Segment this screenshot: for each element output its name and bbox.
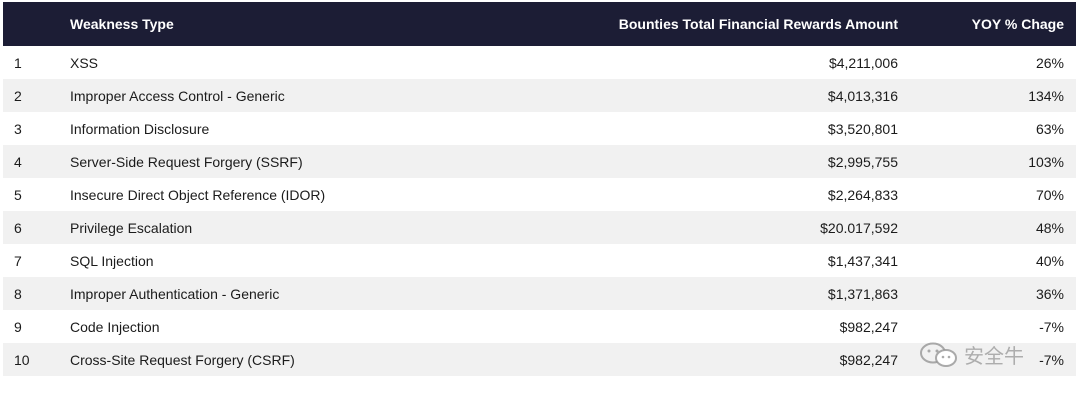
cell-rewards-amount: $20.017,592: [820, 219, 898, 236]
header-rewards-amount: Bounties Total Financial Rewards Amount: [618, 16, 898, 32]
table-row: 2 Improper Access Control - Generic $4,013…: [3, 79, 1076, 112]
header-weakness-type: Weakness Type: [70, 16, 174, 32]
cell-rewards-amount: $1,371,863: [827, 285, 898, 302]
table-row: 9 Code Injection $982,247 -7%: [3, 310, 1076, 343]
cell-yoy-change: 70%: [1035, 186, 1064, 203]
cell-rank: 1: [14, 54, 22, 71]
cell-rewards-amount: $2,995,755: [827, 153, 898, 170]
cell-rewards-amount: $2,264,833: [827, 186, 898, 203]
cell-yoy-change: -7%: [1039, 318, 1064, 335]
cell-weakness-type: Privilege Escalation: [70, 219, 193, 236]
header-yoy-change: YOY % Chage: [971, 16, 1064, 32]
table-row: 8 Improper Authentication - Generic $1,371…: [3, 277, 1076, 310]
cell-rank: 7: [14, 252, 22, 269]
table-header: Weakness Type Bounties Total Financial R…: [3, 2, 1076, 46]
table-row: 7 SQL Injection $1,437,341 40%: [3, 244, 1076, 277]
cell-rank: 8: [14, 285, 22, 302]
cell-yoy-change: 103%: [1028, 153, 1064, 170]
cell-rank: 4: [14, 153, 22, 170]
cell-rewards-amount: $3,520,801: [827, 120, 898, 137]
table-row: 1 XSS $4,211,006 26%: [3, 46, 1076, 79]
cell-rewards-amount: $982,247: [839, 318, 898, 335]
cell-rewards-amount: $4,013,316: [827, 87, 898, 104]
cell-rewards-amount: $982,247: [839, 351, 898, 368]
table-body: 1 XSS $4,211,006 26% 2 Improper Access Contro…: [3, 46, 1076, 376]
cell-weakness-type: XSS: [70, 54, 99, 71]
cell-weakness-type: Code Injection: [70, 318, 160, 335]
cell-weakness-type: Improper Authentication - Generic: [70, 285, 280, 302]
cell-weakness-type: SQL Injection: [70, 252, 154, 269]
table-row: 10 Cross-Site Request Forgery (CSRF) $982,…: [3, 343, 1076, 376]
cell-weakness-type: Information Disclosure: [70, 120, 210, 137]
cell-rank: 6: [14, 219, 22, 236]
table-row: 3 Information Disclosure $3,520,801 63%: [3, 112, 1076, 145]
cell-weakness-type: Improper Access Control - Generic: [70, 87, 285, 104]
cell-rank: 3: [14, 120, 22, 137]
table-row: 4 Server-Side Request Forgery (SSRF) $2,99…: [3, 145, 1076, 178]
rewards-table: Weakness Type Bounties Total Financial R…: [3, 2, 1076, 376]
cell-rewards-amount: $1,437,341: [827, 252, 898, 269]
cell-yoy-change: 63%: [1035, 120, 1064, 137]
cell-yoy-change: 40%: [1035, 252, 1064, 269]
cell-rank: 10: [14, 351, 30, 368]
cell-weakness-type: Server-Side Request Forgery (SSRF): [70, 153, 303, 170]
cell-rewards-amount: $4,211,006: [828, 54, 898, 71]
cell-yoy-change: 36%: [1035, 285, 1064, 302]
table-row: 6 Privilege Escalation $20.017,592 48%: [3, 211, 1076, 244]
cell-rank: 2: [14, 87, 22, 104]
cell-weakness-type: Insecure Direct Object Reference (IDOR): [70, 186, 326, 203]
cell-yoy-change: -7%: [1039, 351, 1064, 368]
cell-rank: 5: [14, 186, 22, 203]
cell-yoy-change: 134%: [1028, 87, 1064, 104]
table-row: 5 Insecure Direct Object Reference (IDOR)…: [3, 178, 1076, 211]
cell-weakness-type: Cross-Site Request Forgery (CSRF): [70, 351, 295, 368]
cell-yoy-change: 26%: [1035, 54, 1064, 71]
cell-rank: 9: [14, 318, 22, 335]
cell-yoy-change: 48%: [1035, 219, 1064, 236]
